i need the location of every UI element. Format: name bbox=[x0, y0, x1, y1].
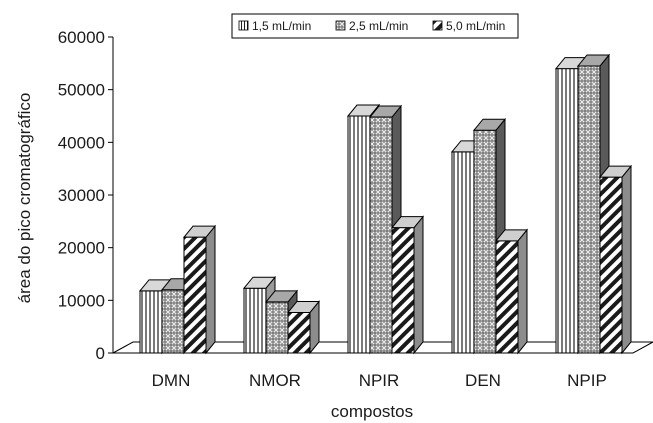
bar bbox=[598, 164, 633, 355]
bar bbox=[494, 228, 529, 355]
x-tick-label: DMN bbox=[152, 371, 191, 390]
x-tick-label: NPIR bbox=[359, 371, 400, 390]
legend-label-3: 5,0 mL/min bbox=[446, 19, 505, 33]
y-tick-label: 20000 bbox=[58, 239, 105, 258]
bar-side bbox=[621, 164, 632, 355]
bar-front bbox=[265, 301, 289, 354]
bar-side bbox=[205, 224, 216, 355]
x-tick-label: DEN bbox=[465, 371, 501, 390]
bar-top bbox=[346, 104, 381, 117]
bar-front bbox=[577, 65, 601, 354]
x-tick-label: NPIP bbox=[567, 371, 607, 390]
bar-side bbox=[413, 215, 424, 355]
bar-top bbox=[494, 229, 529, 242]
bar bbox=[286, 300, 321, 355]
bar-front bbox=[139, 290, 163, 354]
legend-label-2: 2,5 mL/min bbox=[349, 19, 408, 33]
bar-top bbox=[472, 118, 507, 131]
bar-front bbox=[369, 116, 393, 354]
x-axis-label: compostos bbox=[331, 402, 413, 421]
y-tick-label: 60000 bbox=[58, 28, 105, 47]
bar-top bbox=[576, 54, 611, 67]
bar-top bbox=[242, 276, 277, 289]
y-tick-label: 40000 bbox=[58, 133, 105, 152]
x-tick-label: NMOR bbox=[249, 371, 301, 390]
bar-top bbox=[286, 300, 321, 313]
bar-front bbox=[347, 115, 371, 354]
bar bbox=[390, 215, 425, 355]
bar-top bbox=[182, 225, 217, 238]
legend-swatch-2 bbox=[335, 20, 346, 31]
y-tick-label: 30000 bbox=[58, 186, 105, 205]
bar bbox=[182, 224, 217, 355]
bar-front bbox=[161, 289, 185, 354]
bar-front bbox=[391, 227, 415, 354]
y-tick-label: 50000 bbox=[58, 81, 105, 100]
bar-top bbox=[368, 105, 403, 118]
y-axis-label: área do pico cromatográfico bbox=[15, 93, 34, 304]
bar-side bbox=[517, 228, 528, 355]
bar-front bbox=[555, 68, 579, 354]
y-tick-label: 10000 bbox=[58, 291, 105, 310]
bar-front bbox=[183, 236, 207, 354]
bar-top bbox=[598, 165, 633, 178]
bar-front bbox=[243, 287, 267, 354]
bar-top bbox=[264, 290, 299, 303]
legend-box bbox=[231, 13, 519, 39]
bar-front bbox=[599, 176, 623, 354]
legend-swatch-3 bbox=[432, 20, 443, 31]
legend-label-1: 1,5 mL/min bbox=[252, 19, 311, 33]
y-tick-label: 0 bbox=[96, 344, 105, 363]
legend-swatch-1 bbox=[238, 20, 249, 31]
bar-front bbox=[473, 129, 497, 354]
bar-top bbox=[390, 216, 425, 229]
bar-front bbox=[495, 240, 519, 354]
bar-front bbox=[287, 311, 311, 354]
legend: 1,5 mL/min 2,5 mL/min 5,0 mL/min bbox=[231, 13, 519, 39]
bar-front bbox=[451, 151, 475, 354]
